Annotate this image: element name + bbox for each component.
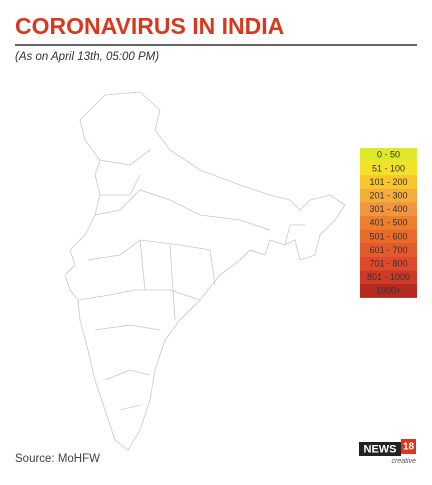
source: Source: MoHFW xyxy=(15,453,100,465)
legend-swatch xyxy=(360,256,417,271)
logo: NEWS 18 creative xyxy=(359,439,416,465)
country-outline xyxy=(64,91,346,451)
legend-label: 1000+ xyxy=(376,286,401,296)
legend: 0 - 50 51 - 100 101 - 200 201 - 300 301 - 40… xyxy=(360,148,417,298)
legend-swatch xyxy=(360,148,417,162)
legend-label: 701 - 800 xyxy=(369,258,407,268)
legend-label: 0 - 50 xyxy=(377,150,400,160)
legend-label: 51 - 100 xyxy=(372,163,405,173)
legend-swatch xyxy=(360,229,417,244)
logo-brand: NEWS xyxy=(364,443,397,455)
subtitle: (As on April 13th, 05:00 PM) xyxy=(15,51,159,63)
legend-label: 101 - 200 xyxy=(369,177,407,187)
legend-swatch xyxy=(360,175,417,190)
legend-swatch xyxy=(360,284,417,298)
title: CORONAVIRUS IN INDIA xyxy=(15,13,284,39)
legend-label: 401 - 500 xyxy=(369,218,407,228)
logo-tag: creative xyxy=(391,458,416,465)
legend-label: 801 - 1000 xyxy=(367,272,410,282)
india-map xyxy=(64,91,346,451)
logo-brand-box xyxy=(359,442,401,456)
legend-swatch xyxy=(360,243,417,258)
logo-number: 18 xyxy=(403,442,415,453)
legend-swatch xyxy=(360,202,417,217)
legend-label: 201 - 300 xyxy=(369,190,407,200)
legend-swatch xyxy=(360,216,417,230)
legend-swatch xyxy=(360,161,417,176)
legend-label: 501 - 600 xyxy=(369,231,407,241)
legend-swatch xyxy=(360,270,417,285)
legend-label: 301 - 400 xyxy=(369,204,407,214)
legend-label: 601 - 700 xyxy=(369,245,407,255)
state-borders xyxy=(77,149,305,411)
legend-swatch xyxy=(360,188,417,203)
logo-number-box xyxy=(401,439,416,454)
